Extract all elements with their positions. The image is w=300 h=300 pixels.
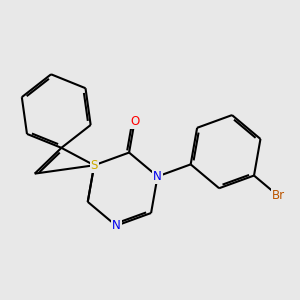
Text: N: N xyxy=(153,170,162,183)
Text: N: N xyxy=(112,219,121,232)
Text: Br: Br xyxy=(272,189,285,202)
Text: S: S xyxy=(91,159,98,172)
Text: O: O xyxy=(130,115,139,128)
